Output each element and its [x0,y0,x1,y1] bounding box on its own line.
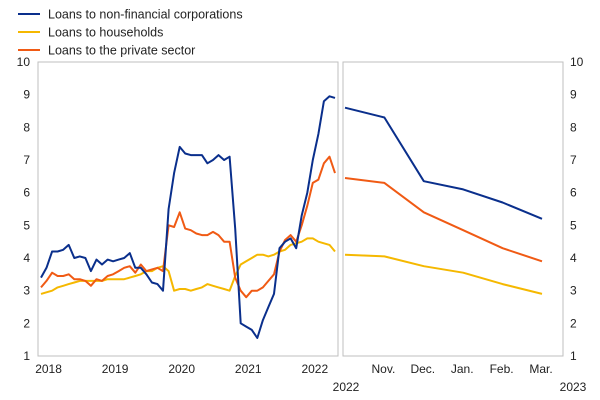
right-y-tick-label: 8 [570,120,577,134]
left-y-tick-label: 6 [23,186,30,200]
right-y-axis: 1 2 3 4 5 6 7 8 9 10 [570,55,584,363]
left-x-tick-label: 2019 [102,362,129,376]
left-panel-frame [37,61,339,357]
left-panel: 2018 2019 2020 2021 2022 [35,61,339,376]
left-series-private [40,155,336,299]
right-x-year-label: 2022 [333,380,360,394]
left-x-tick-label: 2018 [35,362,62,376]
legend-label-nfc: Loans to non-financial corporations [48,8,243,22]
right-y-tick-label: 9 [570,88,577,102]
right-y-tick-label: 4 [570,251,577,265]
left-x-tick-label: 2022 [301,362,328,376]
left-y-tick-label: 8 [23,120,30,134]
left-y-tick-label: 10 [17,55,31,69]
left-y-tick-label: 4 [23,251,30,265]
legend-label-households: Loans to households [48,26,163,40]
left-x-tick-label: 2021 [235,362,262,376]
right-y-tick-label: 1 [570,349,577,363]
right-y-tick-label: 7 [570,153,577,167]
left-y-tick-label: 2 [23,316,30,330]
right-x-tick-label: Feb. [490,362,514,376]
right-series-households [344,253,543,295]
left-y-tick-label: 9 [23,88,30,102]
left-y-axis: 1 2 3 4 5 6 7 8 9 10 [17,55,31,363]
right-series-nfc [344,106,543,220]
right-y-tick-label: 10 [570,55,584,69]
right-y-tick-label: 3 [570,284,577,298]
left-y-tick-label: 3 [23,284,30,298]
right-y-tick-label: 6 [570,186,577,200]
left-y-tick-label: 7 [23,153,30,167]
right-x-tick-label: Dec. [410,362,435,376]
left-series-nfc [40,95,336,339]
right-x-tick-label: Nov. [372,362,396,376]
left-series-households [40,237,336,295]
right-panel-frame [342,61,564,357]
right-y-tick-label: 5 [570,218,577,232]
left-y-tick-label: 5 [23,218,30,232]
right-x-tick-label: Jan. [451,362,474,376]
left-y-tick-label: 1 [23,349,30,363]
legend: Loans to non-financial corporations Loans… [18,8,243,58]
right-x-year-label: 2023 [560,380,587,394]
right-y-tick-label: 2 [570,316,577,330]
right-series-private [344,177,543,263]
right-x-tick-label: Mar. [529,362,552,376]
legend-label-private: Loans to the private sector [48,44,195,58]
left-x-tick-label: 2020 [168,362,195,376]
right-panel: Nov. Dec. Jan. Feb. Mar. 2022 2023 [333,61,587,394]
